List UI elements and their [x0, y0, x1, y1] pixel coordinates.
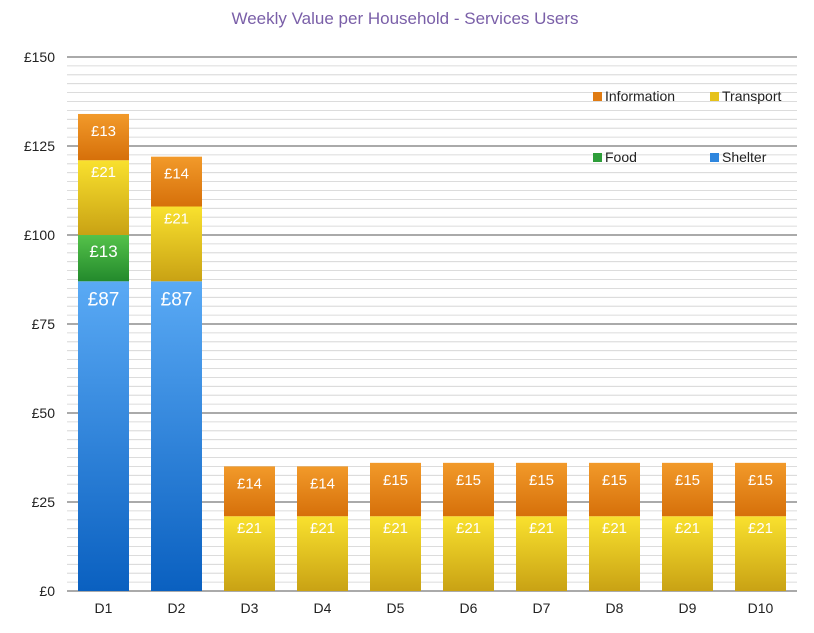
data-label-information-d10: £15: [748, 472, 773, 489]
data-label-information-d3: £14: [237, 475, 262, 492]
data-label-shelter-d2: £87: [161, 289, 193, 310]
data-label-food-d1: £13: [89, 242, 117, 261]
x-tick-label: D8: [606, 600, 624, 616]
legend-swatch-transport: [710, 92, 719, 101]
bar-segment-information-d1: [78, 113, 129, 161]
bar-segment-information-d6: [443, 462, 494, 517]
bars: £87 £13 £21 £13 £87 £21 £14 £21 £14 £21 £14 £21 £15 £…: [78, 113, 786, 591]
bar-segment-information-d5: [370, 462, 421, 517]
x-tick-label: D3: [241, 600, 259, 616]
legend-label-food: Food: [605, 149, 637, 165]
data-label-transport-d5: £21: [383, 520, 408, 537]
bar-segment-transport-d10: [735, 516, 786, 591]
legend-swatch-food: [593, 153, 602, 162]
bar-segment-information-d9: [662, 462, 713, 517]
bar-segment-information-d4: [297, 466, 348, 517]
y-tick-label: £25: [32, 494, 56, 510]
bar-segment-transport-d8: [589, 516, 640, 591]
data-label-transport-d8: £21: [602, 520, 627, 537]
bar-segment-information-d3: [224, 466, 275, 517]
x-tick-label: D5: [387, 600, 405, 616]
data-label-transport-d1: £21: [91, 164, 116, 181]
bar-segment-transport-d9: [662, 516, 713, 591]
data-label-information-d6: £15: [456, 472, 481, 489]
data-label-transport-d9: £21: [675, 520, 700, 537]
legend: Information Transport Food Shelter: [593, 88, 782, 165]
legend-label-information: Information: [605, 88, 675, 104]
data-label-information-d5: £15: [383, 472, 408, 489]
data-label-information-d2: £14: [164, 166, 189, 183]
y-tick-label: £75: [32, 316, 56, 332]
data-label-transport-d4: £21: [310, 520, 335, 537]
legend-label-shelter: Shelter: [722, 149, 767, 165]
y-axis: £0 £25 £50 £75 £100 £125 £150: [24, 49, 55, 599]
legend-swatch-shelter: [710, 153, 719, 162]
x-tick-label: D2: [168, 600, 186, 616]
x-tick-label: D4: [314, 600, 332, 616]
bar-segment-transport-d3: [224, 516, 275, 591]
data-label-shelter-d1: £87: [88, 289, 120, 310]
bar-segment-information-d10: [735, 462, 786, 517]
legend-label-transport: Transport: [722, 88, 782, 104]
bar-segment-transport-d7: [516, 516, 567, 591]
data-label-information-d1: £13: [91, 123, 116, 140]
y-tick-label: £125: [24, 138, 55, 154]
data-label-transport-d2: £21: [164, 211, 189, 228]
x-tick-label: D7: [533, 600, 551, 616]
y-tick-label: £0: [39, 583, 55, 599]
bar-segment-transport-d5: [370, 516, 421, 591]
bar-segment-transport-d2: [151, 206, 202, 282]
bar-segment-transport-d1: [78, 160, 129, 235]
x-tick-label: D1: [95, 600, 113, 616]
data-label-transport-d6: £21: [456, 520, 481, 537]
x-tick-label: D9: [679, 600, 697, 616]
bar-segment-shelter-d2: [151, 281, 202, 591]
y-tick-label: £150: [24, 49, 55, 65]
data-label-information-d4: £14: [310, 475, 335, 492]
data-label-information-d8: £15: [602, 472, 627, 489]
x-tick-label: D6: [460, 600, 478, 616]
data-label-transport-d3: £21: [237, 520, 262, 537]
data-label-information-d7: £15: [529, 472, 554, 489]
bar-segment-transport-d4: [297, 516, 348, 591]
y-tick-label: £100: [24, 227, 55, 243]
legend-swatch-information: [593, 92, 602, 101]
bar-segment-shelter-d1: [78, 281, 129, 591]
bar-segment-information-d2: [151, 156, 202, 207]
chart-title: Weekly Value per Household - Services Us…: [231, 9, 578, 28]
x-axis: D1 D2 D3 D4 D5 D6 D7 D8 D9 D10: [95, 600, 774, 616]
bar-segment-transport-d6: [443, 516, 494, 591]
y-tick-label: £50: [32, 405, 56, 421]
bar-segment-food-d1: [78, 235, 129, 282]
data-label-transport-d10: £21: [748, 520, 773, 537]
bar-segment-information-d8: [589, 462, 640, 517]
bar-segment-information-d7: [516, 462, 567, 517]
data-label-transport-d7: £21: [529, 520, 554, 537]
x-tick-label: D10: [748, 600, 774, 616]
data-label-information-d9: £15: [675, 472, 700, 489]
